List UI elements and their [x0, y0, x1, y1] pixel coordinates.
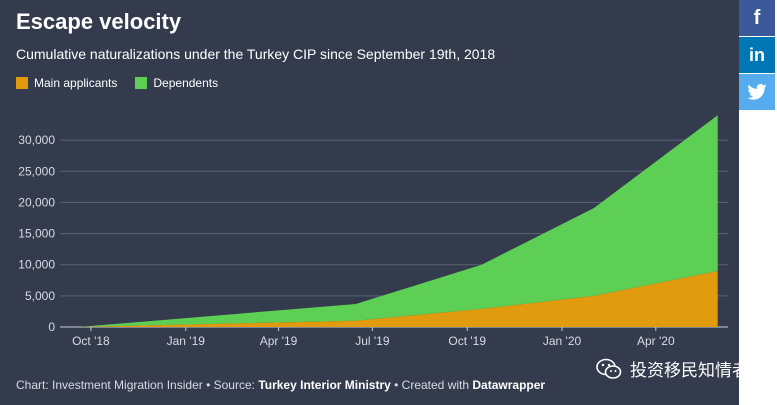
y-tick-label: 20,000 [18, 195, 55, 209]
chart-panel: Escape velocity Cumulative naturalizatio… [0, 0, 739, 405]
twitter-share-button[interactable] [739, 74, 775, 110]
legend-swatch-dependents [135, 77, 148, 89]
y-tick-label: 5,000 [25, 289, 55, 303]
footer-tool-link[interactable]: Datawrapper [472, 378, 546, 392]
x-tick-label: Jul '19 [355, 334, 390, 348]
legend-item-dependents: Dependents [135, 76, 218, 90]
linkedin-share-button[interactable]: in [739, 37, 775, 73]
linkedin-icon: in [749, 44, 765, 65]
watermark: 投资移民知情者 [596, 356, 749, 381]
chart-title: Escape velocity [16, 9, 182, 34]
series-area-main-applicants [78, 270, 718, 327]
wechat-icon [596, 358, 622, 379]
y-tick-label: 0 [48, 320, 55, 334]
x-tick-label: Jan '19 [167, 334, 206, 348]
y-tick-label: 30,000 [18, 133, 55, 147]
y-tick-label: 15,000 [18, 227, 55, 241]
x-tick-label: Oct '18 [72, 334, 110, 348]
x-tick-label: Jan '20 [543, 334, 582, 348]
x-tick-label: Apr '20 [637, 334, 675, 348]
chart-subtitle: Cumulative naturalizations under the Tur… [16, 46, 496, 62]
facebook-share-button[interactable]: f [739, 0, 775, 36]
x-tick-label: Oct '19 [448, 334, 486, 348]
footer-prefix: Chart: Investment Migration Insider • So… [16, 378, 259, 392]
chart-footer: Chart: Investment Migration Insider • So… [16, 378, 545, 392]
footer-middle: • Created with [390, 378, 473, 392]
legend-label-main-applicants: Main applicants [34, 76, 118, 90]
watermark-text: 投资移民知情者 [630, 361, 749, 380]
facebook-icon: f [753, 6, 761, 29]
series-area-dependents [78, 115, 718, 327]
y-tick-label: 10,000 [18, 258, 55, 272]
legend-item-main-applicants: Main applicants [16, 76, 117, 90]
y-tick-label: 25,000 [18, 164, 55, 178]
twitter-icon [747, 84, 767, 100]
footer-source-link[interactable]: Turkey Interior Ministry [258, 378, 391, 392]
legend-swatch-main-applicants [16, 77, 28, 89]
chart-plot: 0 5,000 10,000 15,000 20,000 25,000 30,000 Oct … [18, 115, 728, 348]
x-tick-label: Apr '19 [260, 334, 298, 348]
legend: Main applicants Dependents [16, 76, 236, 90]
legend-label-dependents: Dependents [153, 76, 219, 90]
